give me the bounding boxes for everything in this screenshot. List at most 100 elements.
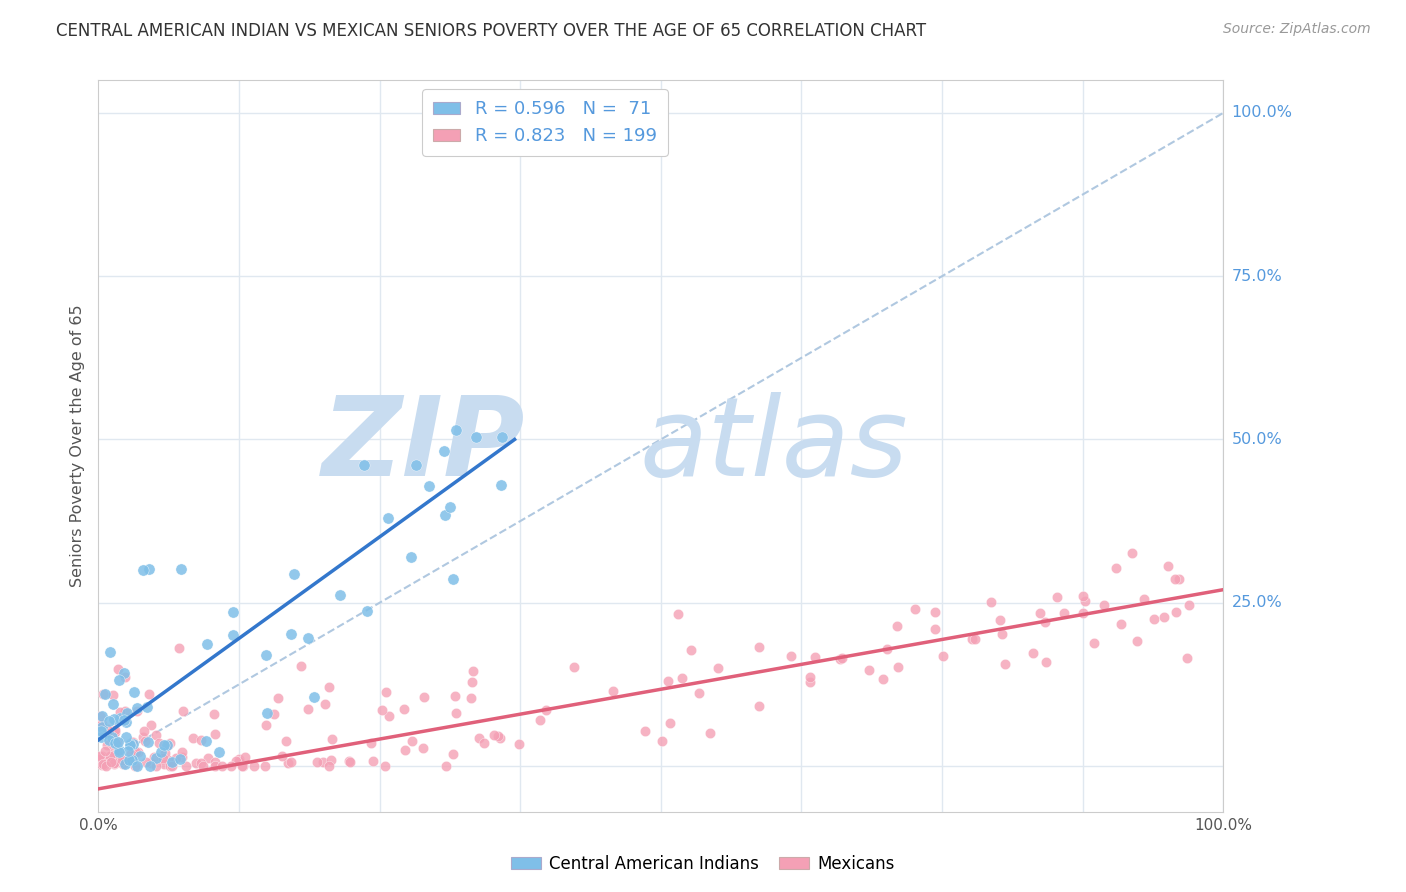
Point (931, 649, 953, 664)
Text: atlas: atlas (638, 392, 908, 500)
Point (1157, 558, 1180, 573)
Point (377, 708, 399, 723)
Point (337, 754, 360, 768)
Point (90, 723, 112, 738)
Point (135, 755, 157, 769)
Point (321, 731, 343, 746)
Point (101, 697, 124, 711)
Point (103, 756, 125, 770)
Point (1168, 572, 1191, 586)
Point (329, 588, 352, 602)
Point (105, 734, 128, 748)
Point (828, 652, 851, 666)
Point (960, 632, 983, 646)
Point (174, 759, 197, 773)
Point (204, 755, 226, 769)
Point (160, 755, 183, 769)
Point (401, 734, 423, 748)
Point (441, 747, 464, 762)
Point (169, 561, 191, 575)
Point (111, 753, 134, 767)
Point (1164, 572, 1187, 586)
Point (134, 724, 156, 739)
Point (195, 637, 218, 651)
Point (634, 723, 657, 738)
Point (89, 752, 111, 766)
Point (254, 648, 277, 662)
Point (280, 626, 302, 640)
Point (994, 657, 1017, 671)
Point (89, 723, 111, 738)
Point (1121, 546, 1143, 560)
Point (534, 703, 557, 717)
Point (101, 730, 124, 744)
Point (193, 759, 215, 773)
Point (1035, 655, 1057, 669)
Point (112, 666, 135, 681)
Point (361, 754, 384, 768)
Point (353, 458, 375, 472)
Point (443, 572, 465, 586)
Point (122, 735, 145, 749)
Point (377, 510, 399, 524)
Point (114, 704, 136, 718)
Point (508, 737, 530, 751)
Point (321, 753, 343, 767)
Point (562, 660, 585, 674)
Point (122, 738, 145, 752)
Point (97, 754, 120, 768)
Point (412, 740, 434, 755)
Point (121, 734, 143, 748)
Point (886, 660, 908, 674)
Point (886, 619, 908, 633)
Point (90, 720, 112, 734)
Point (91, 709, 114, 723)
Point (145, 759, 167, 773)
Point (98, 714, 121, 728)
Point (145, 751, 167, 765)
Point (858, 663, 880, 677)
Point (169, 752, 191, 766)
Point (651, 734, 673, 748)
Point (305, 755, 328, 769)
Point (108, 742, 131, 756)
Point (155, 738, 177, 752)
Point (112, 756, 135, 771)
Text: 100.0%: 100.0% (1232, 105, 1292, 120)
Point (190, 733, 212, 747)
Point (1083, 636, 1105, 650)
Point (160, 759, 183, 773)
Point (186, 756, 208, 770)
Point (138, 687, 160, 701)
Point (228, 755, 250, 769)
Point (1177, 650, 1199, 665)
Point (297, 632, 319, 646)
Point (125, 700, 148, 714)
Point (96, 726, 118, 740)
Point (302, 690, 325, 704)
Point (1052, 606, 1074, 620)
Point (118, 737, 141, 751)
Point (980, 595, 1002, 609)
Point (159, 759, 181, 773)
Point (155, 747, 177, 761)
Point (688, 685, 710, 699)
Point (138, 759, 160, 773)
Point (356, 604, 378, 618)
Point (143, 750, 166, 764)
Point (671, 671, 693, 685)
Point (138, 561, 160, 575)
Point (128, 748, 150, 763)
Point (103, 712, 125, 726)
Point (232, 759, 254, 773)
Text: 50.0%: 50.0% (1232, 432, 1282, 447)
Point (132, 563, 155, 577)
Point (280, 755, 302, 769)
Point (290, 659, 312, 673)
Point (339, 756, 361, 770)
Point (482, 728, 505, 742)
Point (157, 754, 180, 768)
Text: 25.0%: 25.0% (1232, 595, 1282, 610)
Text: ZIP: ZIP (322, 392, 526, 500)
Point (157, 739, 180, 753)
